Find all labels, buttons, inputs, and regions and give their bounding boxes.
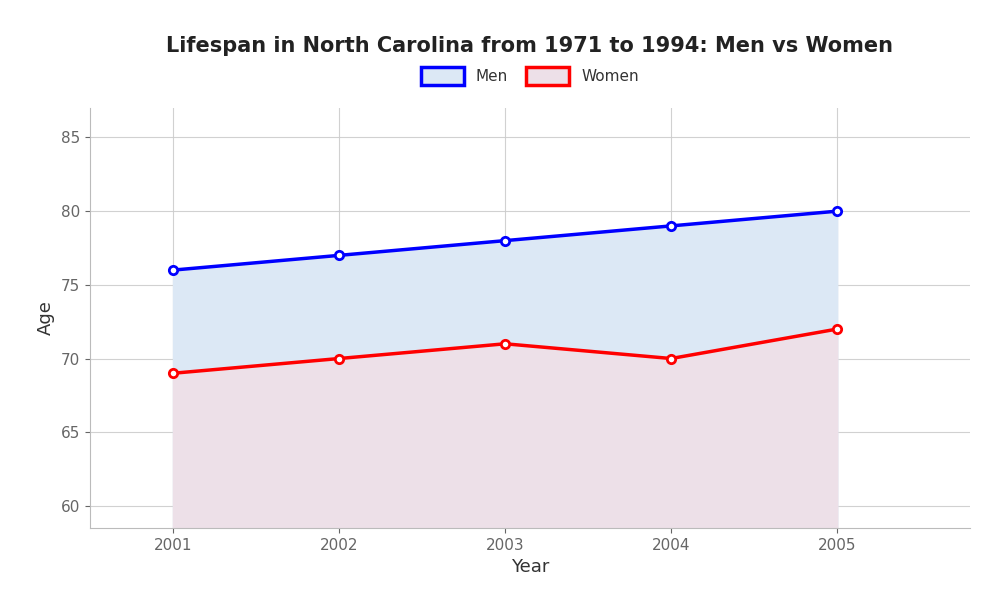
X-axis label: Year: Year	[511, 558, 549, 576]
Y-axis label: Age: Age	[37, 301, 55, 335]
Title: Lifespan in North Carolina from 1971 to 1994: Men vs Women: Lifespan in North Carolina from 1971 to …	[166, 37, 894, 56]
Legend: Men, Women: Men, Women	[415, 61, 645, 91]
